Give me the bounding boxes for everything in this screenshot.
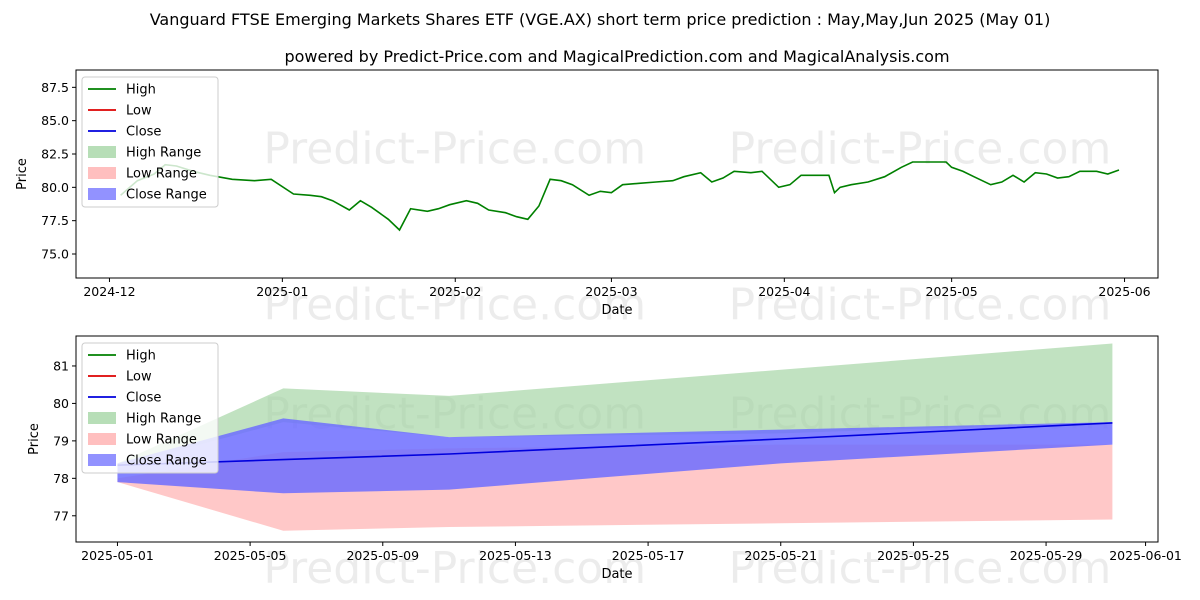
range-band-high-range: [117, 343, 1113, 468]
y-tick-label: 85.0: [41, 113, 69, 128]
y-tick-label: 87.5: [41, 80, 69, 95]
legend-label: Close Range: [126, 454, 207, 469]
legend-swatch-close-range: [88, 188, 116, 200]
legend-label: Low Range: [126, 433, 197, 448]
series-line-high: [120, 161, 1120, 232]
bottom-chart: Predict-Price.comPredict-Price.comPredic…: [27, 335, 1182, 594]
legend-label: Low: [126, 104, 152, 119]
range-band-close-range: [117, 418, 1113, 494]
x-tick-label: 2025-05-01: [81, 548, 154, 563]
legend-swatch-high-range: [88, 412, 116, 424]
x-tick-label: 2024-12: [83, 284, 135, 299]
y-tick-label: 81: [53, 358, 69, 373]
legend-swatch-high-range: [88, 146, 116, 158]
y-tick-label: 77: [53, 508, 69, 523]
top-chart: Predict-Price.com Predict-Price.com Predic…: [15, 69, 1159, 331]
x-tick-label: 2025-05-21: [744, 548, 817, 563]
legend-label: Close: [126, 125, 161, 140]
legend-label: High Range: [126, 146, 201, 161]
y-tick-label: 78: [53, 471, 69, 486]
y-axis-label: Price: [27, 423, 42, 455]
x-tick-label: 2025-05-05: [214, 548, 287, 563]
legend: High Low Close High Range Low Range Close Ran…: [81, 76, 219, 208]
x-tick-label: 2025-06: [1098, 284, 1150, 299]
x-axis-label: Date: [601, 303, 632, 318]
x-tick-label: 2025-05-17: [612, 548, 685, 563]
x-tick-label: 2025-05-29: [1010, 548, 1083, 563]
y-tick-label: 79: [53, 433, 69, 448]
watermark: Predict-Price.com: [729, 124, 1112, 175]
x-tick-label: 2025-04: [758, 284, 810, 299]
plot-frame: [75, 335, 1159, 543]
legend-label: Low Range: [126, 167, 197, 182]
legend-label: High: [126, 349, 156, 364]
y-tick-label: 77.5: [41, 213, 69, 228]
chart-title: Vanguard FTSE Emerging Markets Shares ET…: [150, 10, 1051, 29]
x-tick-label: 2025-05: [926, 284, 978, 299]
legend-swatch-low-range: [88, 433, 116, 445]
legend-label: Low: [126, 370, 152, 385]
legend-label: Close: [126, 391, 161, 406]
y-tick-label: 82.5: [41, 147, 69, 162]
watermark: Predict-Price.com: [263, 124, 646, 175]
y-tick-label: 80: [53, 396, 69, 411]
y-axis-label: Price: [15, 158, 30, 190]
x-tick-label: 2025-01: [256, 284, 308, 299]
y-tick-label: 80.0: [41, 180, 69, 195]
watermark: Predict-Price.com: [263, 280, 646, 331]
x-axis-label: Date: [601, 567, 632, 582]
watermark: Predict-Price.com: [729, 543, 1112, 594]
x-tick-label: 2025-05-13: [479, 548, 552, 563]
x-tick-label: 2025-03: [585, 284, 637, 299]
x-tick-label: 2025-02: [429, 284, 481, 299]
plot-frame: [75, 69, 1159, 279]
x-tick-label: 2025-05-09: [346, 548, 419, 563]
chart-subtitle: powered by Predict-Price.com and Magical…: [284, 47, 949, 66]
x-tick-label: 2025-05-25: [877, 548, 950, 563]
legend-swatch-low-range: [88, 167, 116, 179]
series-line-close: [117, 422, 1113, 466]
legend-label: High Range: [126, 412, 201, 427]
legend-label: Close Range: [126, 188, 207, 203]
x-tick-label: 2025-06-01: [1109, 548, 1182, 563]
legend-label: High: [126, 83, 156, 98]
watermark: Predict-Price.com: [263, 543, 646, 594]
y-tick-label: 75.0: [41, 247, 69, 262]
legend: High Low Close High Range Low Range Close Ran…: [81, 342, 219, 474]
legend-swatch-close-range: [88, 454, 116, 466]
watermark: Predict-Price.com: [729, 280, 1112, 331]
